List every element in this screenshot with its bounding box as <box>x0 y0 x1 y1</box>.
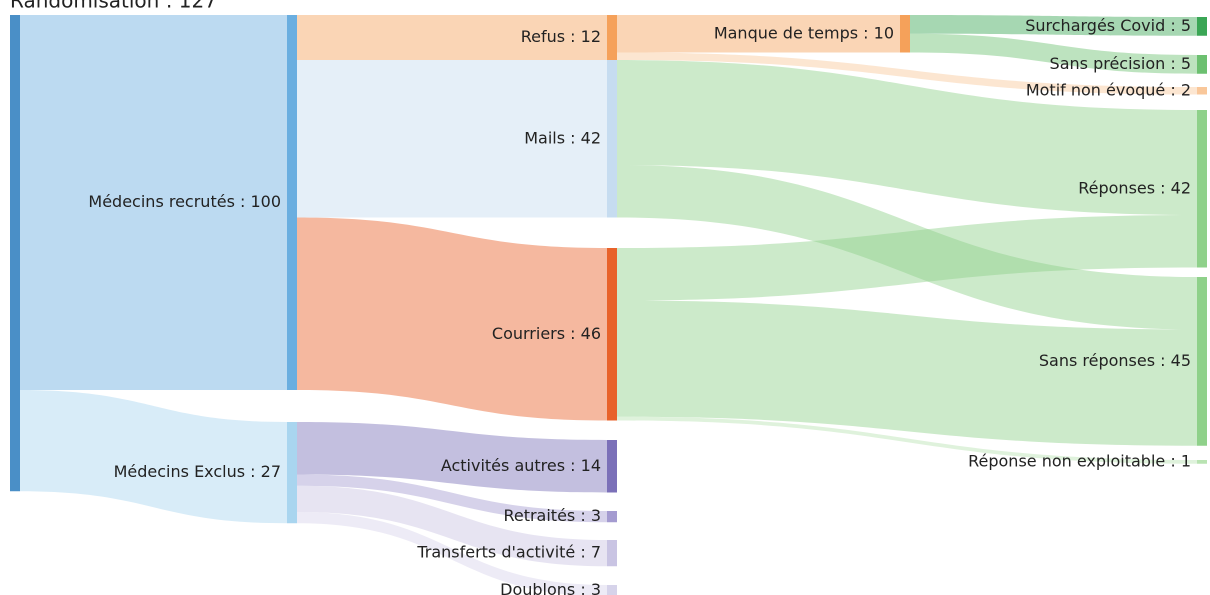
link <box>297 474 607 523</box>
node <box>287 422 297 524</box>
link <box>617 165 1197 330</box>
node <box>287 15 297 390</box>
node-label: Transferts d'activité : 7 <box>416 543 601 562</box>
link <box>297 60 607 218</box>
node-label: Mails : 42 <box>524 128 601 147</box>
chart-title: Randomisation : 127 <box>10 0 217 13</box>
node <box>607 60 617 218</box>
link <box>617 60 1197 215</box>
node-label: Doublons : 3 <box>500 580 601 595</box>
link <box>617 52 1197 95</box>
node <box>607 585 617 595</box>
node <box>1197 87 1207 95</box>
node <box>10 15 20 492</box>
node <box>607 440 617 493</box>
node-label: Surchargés Covid : 5 <box>1025 16 1191 35</box>
node-label: Refus : 12 <box>521 27 601 46</box>
link <box>20 390 287 524</box>
node <box>1197 17 1207 36</box>
node <box>607 248 617 421</box>
node-label: Activités autres : 14 <box>441 456 601 475</box>
node <box>607 511 617 523</box>
node-label: Sans précision : 5 <box>1050 54 1191 73</box>
node-label: Réponses : 42 <box>1078 178 1191 197</box>
node-label: Motif non évoqué : 2 <box>1026 80 1191 99</box>
node-label: Retraités : 3 <box>503 506 601 525</box>
node <box>607 540 617 567</box>
node <box>1197 277 1207 446</box>
links <box>20 15 1197 595</box>
node-label: Courriers : 46 <box>492 324 601 343</box>
link <box>617 416 1197 464</box>
link <box>617 215 1197 301</box>
node <box>900 15 910 53</box>
link <box>910 15 1197 36</box>
node-label: Réponse non exploitable : 1 <box>968 451 1191 470</box>
link <box>297 422 607 493</box>
link <box>20 15 287 390</box>
link <box>297 15 607 60</box>
link <box>297 485 607 567</box>
link <box>910 33 1197 74</box>
node-label: Manque de temps : 10 <box>714 23 894 42</box>
link <box>297 512 607 595</box>
node <box>1197 460 1207 464</box>
node <box>1197 110 1207 268</box>
node-label: Médecins recrutés : 100 <box>88 192 281 211</box>
node <box>607 15 617 60</box>
link <box>617 300 1197 446</box>
link <box>297 217 607 421</box>
link <box>617 15 900 53</box>
node-label: Sans réponses : 45 <box>1039 351 1191 370</box>
node <box>1197 55 1207 74</box>
node-label: Médecins Exclus : 27 <box>114 462 281 481</box>
